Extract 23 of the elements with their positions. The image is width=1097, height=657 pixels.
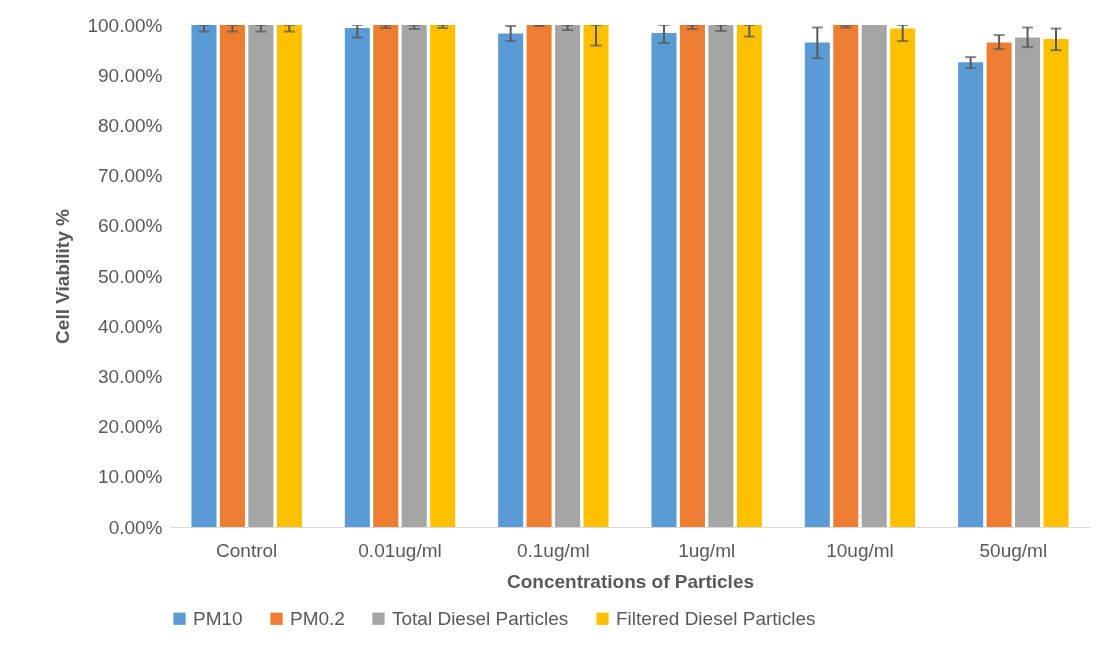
y-tick-label: 10.00% <box>98 466 163 488</box>
y-tick-label: 60.00% <box>98 215 163 237</box>
legend-label: PM0.2 <box>290 607 345 629</box>
x-tick-label: 1ug/ml <box>678 539 736 561</box>
y-tick-label: 20.00% <box>98 416 163 438</box>
x-tick-label: 0.01ug/ml <box>358 539 442 561</box>
y-tick-label: 100.00% <box>87 14 163 36</box>
legend-label: Total Diesel Particles <box>392 607 569 629</box>
y-axis-title: Cell Viability % <box>52 208 74 344</box>
y-tick-label: 30.00% <box>98 365 163 387</box>
y-tick-label: 80.00% <box>98 114 163 136</box>
legend-label: Filtered Diesel Particles <box>616 607 816 629</box>
x-tick-label: 50ug/ml <box>979 539 1048 561</box>
y-tick-label: 0.00% <box>108 516 163 538</box>
y-tick-label: 90.00% <box>98 64 163 86</box>
x-tick-label: 0.1ug/ml <box>516 539 590 561</box>
y-tick-label: 70.00% <box>98 165 163 187</box>
x-axis-title: Concentrations of Particles <box>506 570 755 592</box>
x-tick-label: 10ug/ml <box>826 539 894 561</box>
x-tick-label: Control <box>216 539 278 561</box>
y-tick-label: 50.00% <box>98 265 163 287</box>
legend-label: PM10 <box>193 607 243 629</box>
y-tick-label: 40.00% <box>98 315 163 337</box>
